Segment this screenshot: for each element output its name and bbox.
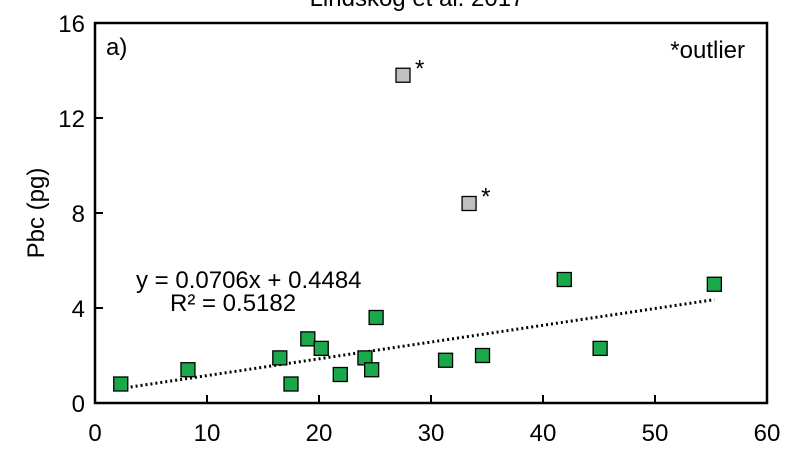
data-point [332,366,348,383]
y-tick-label: 0 [72,391,85,418]
trendline-equation: y = 0.0706x + 0.4484 [136,267,362,294]
plot-frame [93,21,769,405]
x-tick-label: 60 [754,420,781,447]
y-tick-label: 8 [72,201,85,228]
data-point [437,352,454,368]
data-point [283,376,299,392]
x-tick-label: 40 [530,420,557,447]
outlier-marker: * [481,184,490,211]
outlier-point [395,67,411,83]
data-point [368,309,384,326]
y-axis-title: Pbc (pg) [23,168,50,259]
x-tick-label: 10 [194,420,221,447]
x-tick-label: 30 [418,420,445,447]
y-tick-label: 4 [72,296,85,323]
outlier-marker: * [415,55,424,82]
x-tick-label: 20 [306,420,333,447]
x-tick-label: 50 [642,420,669,447]
x-tick-label: 0 [88,420,101,447]
outlier-point [461,195,477,212]
y-tick-label: 12 [58,106,85,133]
data-point [556,271,572,288]
data-point [592,340,608,357]
data-point [300,331,316,347]
outlier-legend: *outlier [670,37,745,64]
data-point [113,376,129,392]
panel-label: a) [106,34,127,61]
data-point [272,350,288,366]
data-point [474,347,491,364]
chart-title: Lindskog et al. 2017 [310,0,525,12]
data-point [363,362,380,378]
trendline-r2: R² = 0.5182 [170,290,296,317]
y-tick-label: 16 [58,11,85,38]
trendline [120,298,715,390]
data-point [313,340,329,357]
data-point [180,362,196,378]
data-point [706,276,723,292]
